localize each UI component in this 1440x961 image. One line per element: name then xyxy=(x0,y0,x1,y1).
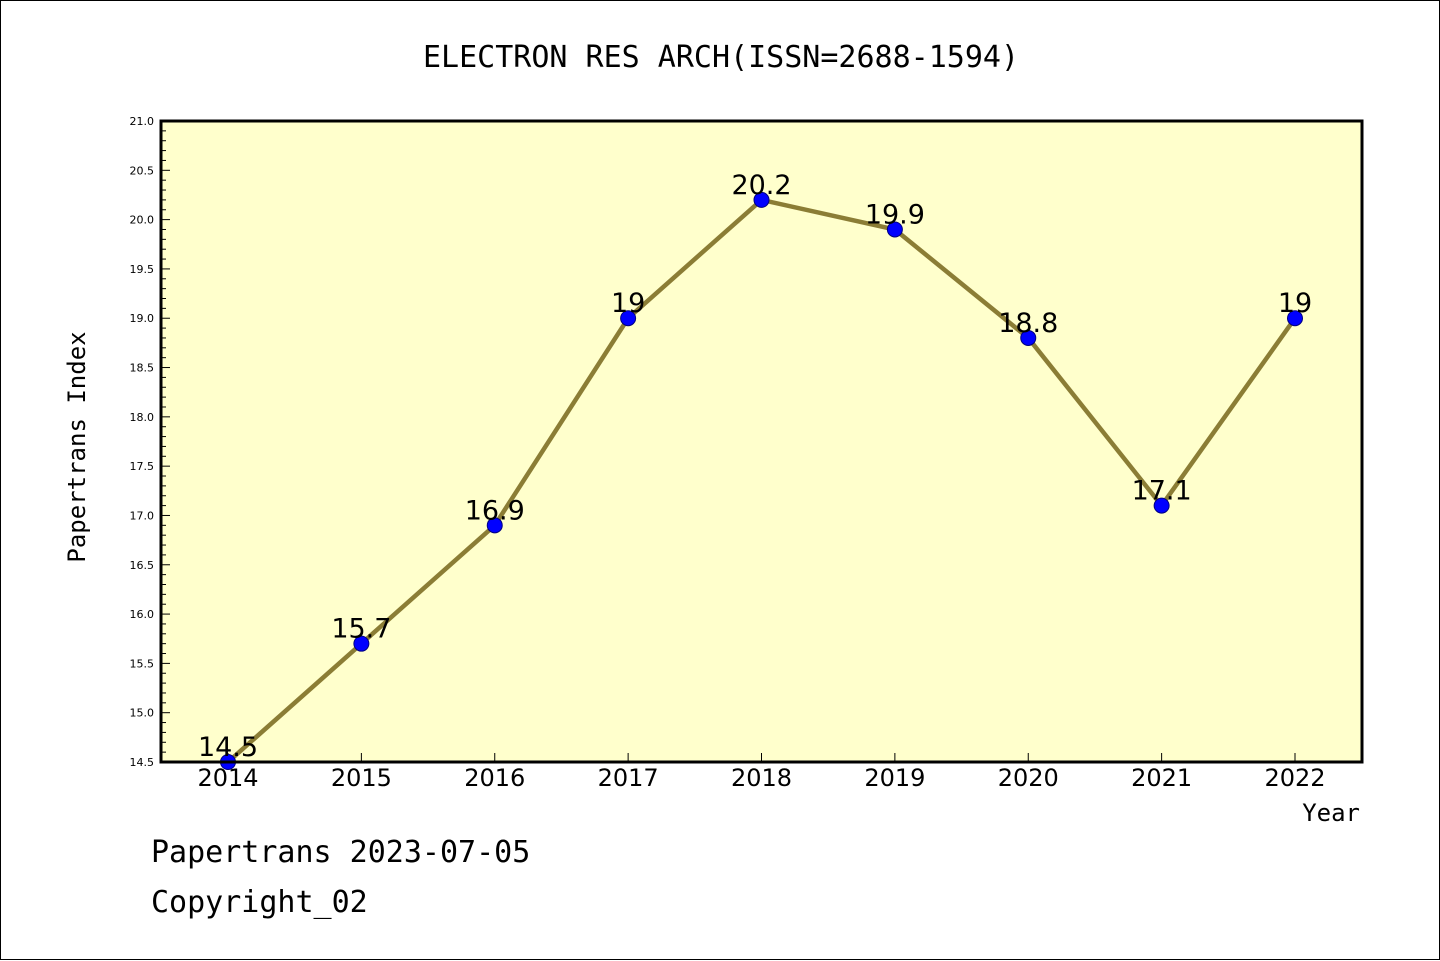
data-label: 19 xyxy=(611,288,645,319)
y-tick-label: 17.5 xyxy=(130,460,155,473)
footer-copyright: Copyright_02 xyxy=(151,885,368,920)
y-tick-label: 16.5 xyxy=(130,559,155,572)
y-tick-label: 21.0 xyxy=(130,115,155,128)
y-tick-label: 15.5 xyxy=(130,657,155,670)
data-label: 16.9 xyxy=(465,495,525,526)
x-axis-label: Year xyxy=(1302,799,1360,827)
y-tick-label: 18.5 xyxy=(130,362,155,375)
y-tick-label: 18.0 xyxy=(130,411,155,424)
data-labels: 14.5 15.7 16.9 19 20.2 19.9 18.8 17.1 19 xyxy=(198,170,1312,763)
x-tick-label: 2021 xyxy=(1131,764,1192,792)
x-tick-label: 2022 xyxy=(1264,764,1325,792)
footer-date: Papertrans 2023-07-05 xyxy=(151,835,531,870)
data-point xyxy=(1287,310,1303,327)
data-point xyxy=(353,635,370,652)
chart-title: ELECTRON RES ARCH(ISSN=2688-1594) xyxy=(423,40,1019,75)
y-tick-label: 19.5 xyxy=(130,263,155,276)
y-tick-label: 17.0 xyxy=(130,509,155,522)
plot-border xyxy=(159,119,1364,764)
x-tick-label: 2018 xyxy=(731,764,792,792)
data-label: 18.8 xyxy=(998,308,1058,339)
data-point xyxy=(753,191,770,208)
x-tick-label: 2019 xyxy=(864,764,925,792)
series-layer xyxy=(220,191,1303,770)
data-label: 19.9 xyxy=(865,199,925,230)
data-label: 20.2 xyxy=(731,170,791,201)
data-point xyxy=(886,221,903,238)
y-axis: 14.5 15.0 15.5 16.0 16.5 17.0 17.5 18.0 18.5 19.0… xyxy=(130,115,170,769)
data-point xyxy=(620,310,637,327)
y-tick-label: 15.0 xyxy=(130,707,155,720)
y-tick-label: 16.0 xyxy=(130,608,155,621)
data-point xyxy=(1020,329,1037,346)
data-point xyxy=(1153,497,1170,514)
x-tick-label: 2015 xyxy=(331,764,392,792)
data-label: 15.7 xyxy=(331,614,391,645)
plot-area xyxy=(161,121,1362,762)
data-label: 19 xyxy=(1278,288,1312,319)
x-tick-label: 2020 xyxy=(998,764,1059,792)
y-tick-label: 20.0 xyxy=(130,214,155,227)
x-tick-label: 2017 xyxy=(598,764,659,792)
data-point xyxy=(486,517,503,534)
data-label: 17.1 xyxy=(1132,476,1192,507)
y-tick-label: 19.0 xyxy=(130,312,155,325)
x-axis: 2014 2015 2016 2017 2018 2019 2020 2021 2022 xyxy=(197,753,1326,792)
y-tick-label: 20.5 xyxy=(130,164,155,177)
x-tick-label: 2016 xyxy=(464,764,525,792)
y-axis-label: Papertrans Index xyxy=(63,331,91,562)
data-label: 14.5 xyxy=(198,732,258,763)
y-tick-label: 14.5 xyxy=(130,756,155,769)
